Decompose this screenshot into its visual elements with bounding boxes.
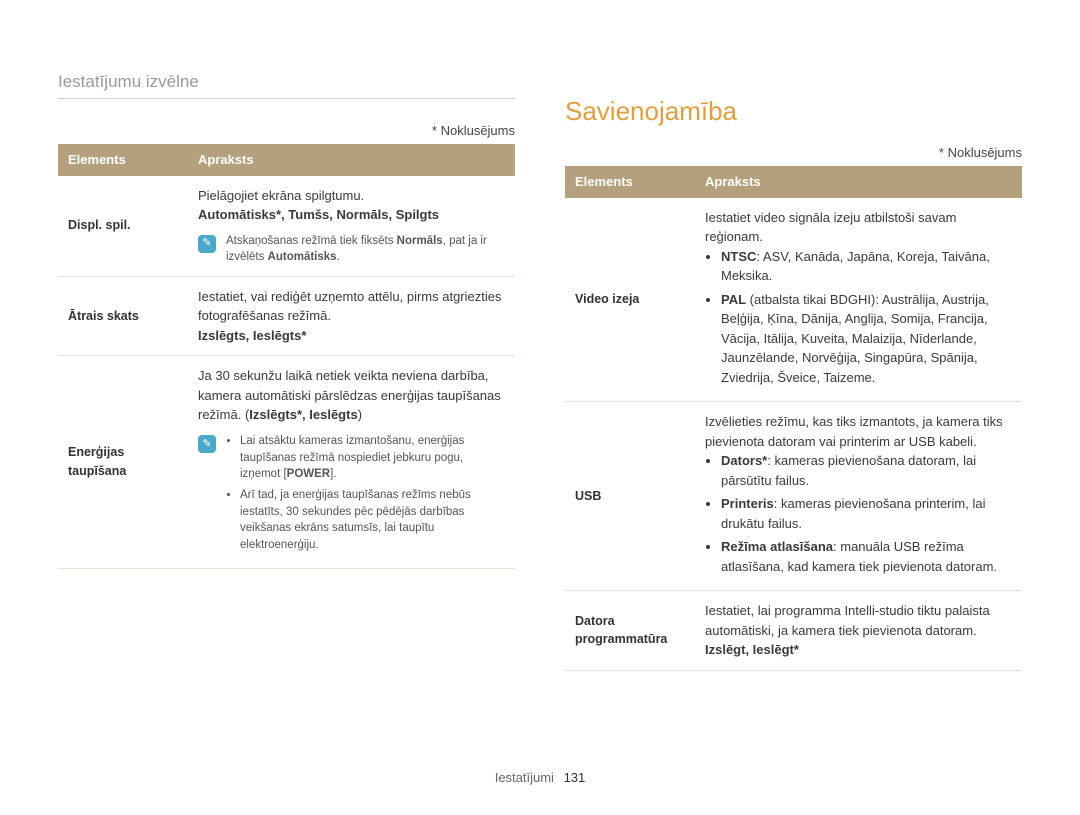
row-video-izeja: Video izeja Iestatiet video signāla izej…: [565, 198, 1022, 402]
row-usb: USB Izvēlieties režīmu, kas tiks izmanto…: [565, 402, 1022, 591]
row-energijas: Enerģijas taupīšana Ja 30 sekunžu laikā …: [58, 356, 515, 568]
desc-text: Izvēlieties režīmu, kas tiks izmantots, …: [705, 412, 1012, 451]
desc-text: Iestatiet, vai rediģēt uzņemto attēlu, p…: [198, 287, 505, 326]
note-item: Lai atsāktu kameras izmantošanu, enerģij…: [240, 433, 505, 483]
default-note-left: * Noklusējums: [58, 123, 515, 138]
left-column: Iestatījumu izvēlne * Noklusējums Elemen…: [58, 72, 515, 671]
th-element: Elements: [565, 166, 695, 198]
row-label: USB: [565, 402, 695, 591]
note-box: ✎ Atskaņošanas režīmā tiek fiksēts Normā…: [198, 233, 505, 266]
row-desc: Pielāgojiet ekrāna spilgtumu. Automātisk…: [188, 176, 515, 277]
note-item: Arī tad, ja enerģijas taupīšanas režīms …: [240, 487, 505, 554]
note-text: Atskaņošanas režīmā tiek fiksēts Normāls…: [226, 233, 505, 266]
desc-text: Pielāgojiet ekrāna spilgtumu.: [198, 186, 505, 206]
th-desc: Apraksts: [695, 166, 1022, 198]
right-column: Savienojamība * Noklusējums Elements Apr…: [565, 72, 1022, 671]
divider: [58, 98, 515, 99]
bullet-list: Dators*: kameras pievienošana datoram, l…: [705, 451, 1012, 576]
row-desc: Iestatiet video signāla izeju atbilstoši…: [695, 198, 1022, 402]
bullet-item: Dators*: kameras pievienošana datoram, l…: [721, 451, 1012, 490]
bullet-item: Printeris: kameras pievienošana printeri…: [721, 494, 1012, 533]
bullet-list: NTSC: ASV, Kanāda, Japāna, Koreja, Taivā…: [705, 247, 1012, 388]
row-label: Datora programmatūra: [565, 591, 695, 671]
desc-text: Iestatiet video signāla izeju atbilstoši…: [705, 208, 1012, 247]
th-desc: Apraksts: [188, 144, 515, 176]
row-label: Displ. spil.: [58, 176, 188, 277]
desc-text: Ja 30 sekunžu laikā netiek veikta nevien…: [198, 366, 505, 425]
note-list: Lai atsāktu kameras izmantošanu, enerģij…: [226, 433, 505, 558]
note-icon: ✎: [198, 435, 216, 453]
desc-options: Izslēgt, Ieslēgt*: [705, 640, 1012, 660]
breadcrumb: Iestatījumu izvēlne: [58, 72, 515, 92]
desc-options: Automātisks*, Tumšs, Normāls, Spilgts: [198, 205, 505, 225]
desc-options: Izslēgts, Ieslēgts*: [198, 326, 505, 346]
settings-table-left: Elements Apraksts Displ. spil. Pielāgoji…: [58, 144, 515, 569]
row-displ-spil: Displ. spil. Pielāgojiet ekrāna spilgtum…: [58, 176, 515, 277]
settings-table-right: Elements Apraksts Video izeja Iestatiet …: [565, 166, 1022, 671]
bullet-item: Režīma atlasīšana: manuāla USB režīma at…: [721, 537, 1012, 576]
row-datora: Datora programmatūra Iestatiet, lai prog…: [565, 591, 1022, 671]
row-desc: Iestatiet, vai rediģēt uzņemto attēlu, p…: [188, 276, 515, 356]
section-title: Savienojamība: [565, 96, 1022, 127]
row-label: Video izeja: [565, 198, 695, 402]
row-atrais-skats: Ātrais skats Iestatiet, vai rediģēt uzņe…: [58, 276, 515, 356]
desc-text: Iestatiet, lai programma Intelli-studio …: [705, 601, 1012, 640]
th-element: Elements: [58, 144, 188, 176]
row-desc: Ja 30 sekunžu laikā netiek veikta nevien…: [188, 356, 515, 568]
page-footer: Iestatījumi 131: [0, 770, 1080, 785]
bullet-item: PAL (atbalsta tikai BDGHI): Austrālija, …: [721, 290, 1012, 388]
note-box: ✎ Lai atsāktu kameras izmantošanu, enerģ…: [198, 433, 505, 558]
row-desc: Iestatiet, lai programma Intelli-studio …: [695, 591, 1022, 671]
bullet-item: NTSC: ASV, Kanāda, Japāna, Koreja, Taivā…: [721, 247, 1012, 286]
footer-section: Iestatījumi: [495, 770, 554, 785]
default-note-right: * Noklusējums: [565, 145, 1022, 160]
row-desc: Izvēlieties režīmu, kas tiks izmantots, …: [695, 402, 1022, 591]
row-label: Enerģijas taupīšana: [58, 356, 188, 568]
footer-page-number: 131: [564, 770, 586, 785]
row-label: Ātrais skats: [58, 276, 188, 356]
note-icon: ✎: [198, 235, 216, 253]
